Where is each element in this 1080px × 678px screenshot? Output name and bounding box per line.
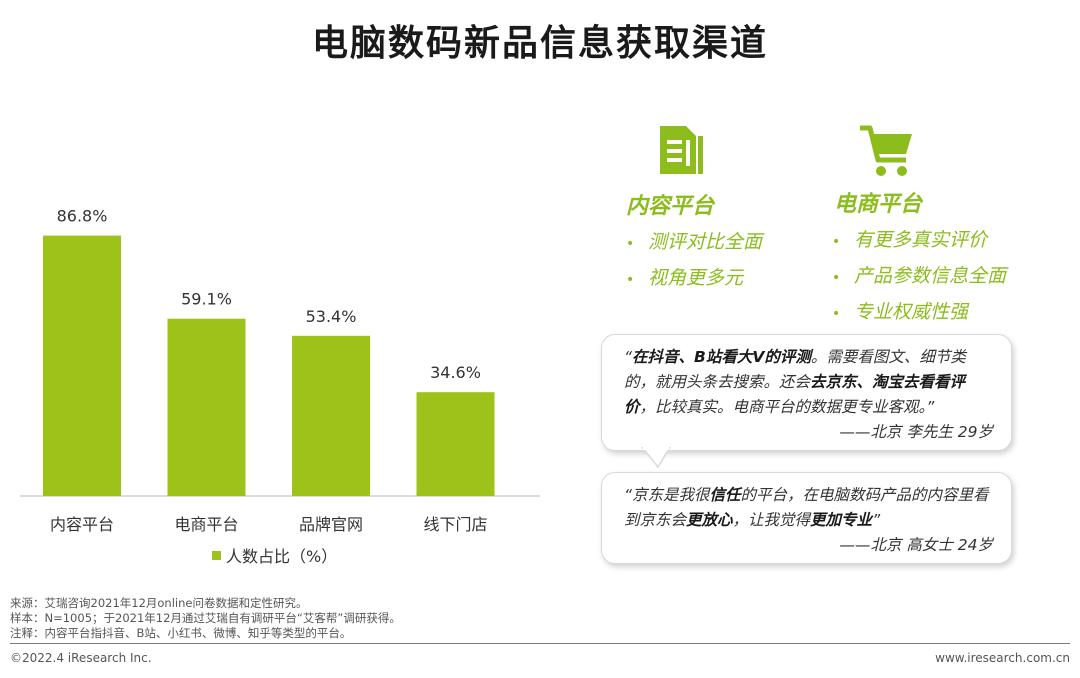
ecommerce-platform-title: 电商平台 [834, 192, 923, 217]
list-item: • 产品参数信息全面 [832, 265, 1007, 287]
quote-text: “京东是我很信任的平台，在电脑数码产品的内容里看到京东会更放心，让我觉得更加专业… [624, 486, 989, 529]
list-item: • 视角更多元 [626, 267, 744, 289]
bar [292, 335, 370, 496]
category-label: 内容平台 [50, 515, 114, 534]
quote-text: “在抖音、B站看大V的评测。需要看图文、细节类的，就用头条去搜索。还会去京东、淘… [624, 348, 966, 416]
content-platform-points: • 测评对比全面 • 视角更多元 [626, 224, 762, 296]
legend-label: 人数占比（%） [226, 547, 338, 566]
bar [416, 392, 495, 496]
legend-swatch [212, 550, 221, 560]
category-label: 电商平台 [174, 515, 238, 534]
content-platform-title: 内容平台 [626, 194, 715, 219]
copyright: ©2022.4 iResearch Inc. [10, 651, 152, 665]
category-label: 品牌官网 [299, 515, 363, 534]
list-item: • 测评对比全面 [626, 231, 763, 253]
quote-box-2: “京东是我很信任的平台，在电脑数码产品的内容里看到京东会更放心，让我觉得更加专业… [601, 472, 1012, 564]
source-note: 来源：艾瑞咨询2021年12月online问卷数据和定性研究。 [10, 596, 308, 610]
remark-note: 注释：内容平台指抖音、B站、小红书、微博、知乎等类型的平台。 [10, 626, 352, 640]
quote-signature: ——北京 李先生 29岁 [839, 423, 993, 441]
shopping-cart-icon [858, 122, 916, 184]
data-label: 53.4% [306, 307, 357, 326]
bar [167, 318, 246, 496]
speech-bubble-tail [641, 447, 671, 469]
ecommerce-platform-feature: 电商平台 • 有更多真实评价 • 产品参数信息全面 • 专业权威性强 [826, 118, 1066, 328]
bar-chart: 86.8% 内容平台 59.1% 电商平台 53.4% 品牌官网 34.6% 线下门店 [20, 207, 540, 534]
chart-legend: 人数占比（%） [212, 543, 337, 567]
bar [43, 235, 121, 496]
data-label: 34.6% [430, 363, 481, 382]
footer-divider [10, 643, 1070, 644]
document-icon [656, 124, 704, 180]
footnotes: 来源：艾瑞咨询2021年12月online问卷数据和定性研究。 样本：N=100… [10, 596, 401, 641]
list-item: • 有更多真实评价 [832, 229, 988, 251]
data-label: 59.1% [181, 290, 232, 309]
page-title: 电脑数码新品信息获取渠道 [311, 23, 768, 64]
sample-note: 样本：N=1005；于2021年12月通过艾瑞自有调研平台“艾客帮”调研获得。 [10, 611, 401, 625]
ecommerce-platform-points: • 有更多真实评价 • 产品参数信息全面 • 专业权威性强 [832, 222, 1006, 330]
quote-box-1: “在抖音、B站看大V的评测。需要看图文、细节类的，就用头条去搜索。还会去京东、淘… [601, 334, 1012, 451]
category-label: 线下门店 [423, 515, 487, 534]
website-link: www.iresearch.com.cn [935, 651, 1070, 665]
quote-signature: ——北京 高女士 24岁 [839, 536, 993, 554]
list-item: • 专业权威性强 [832, 301, 969, 323]
content-platform-feature: 内容平台 • 测评对比全面 • 视角更多元 [620, 118, 820, 308]
data-label: 86.8% [57, 207, 108, 226]
